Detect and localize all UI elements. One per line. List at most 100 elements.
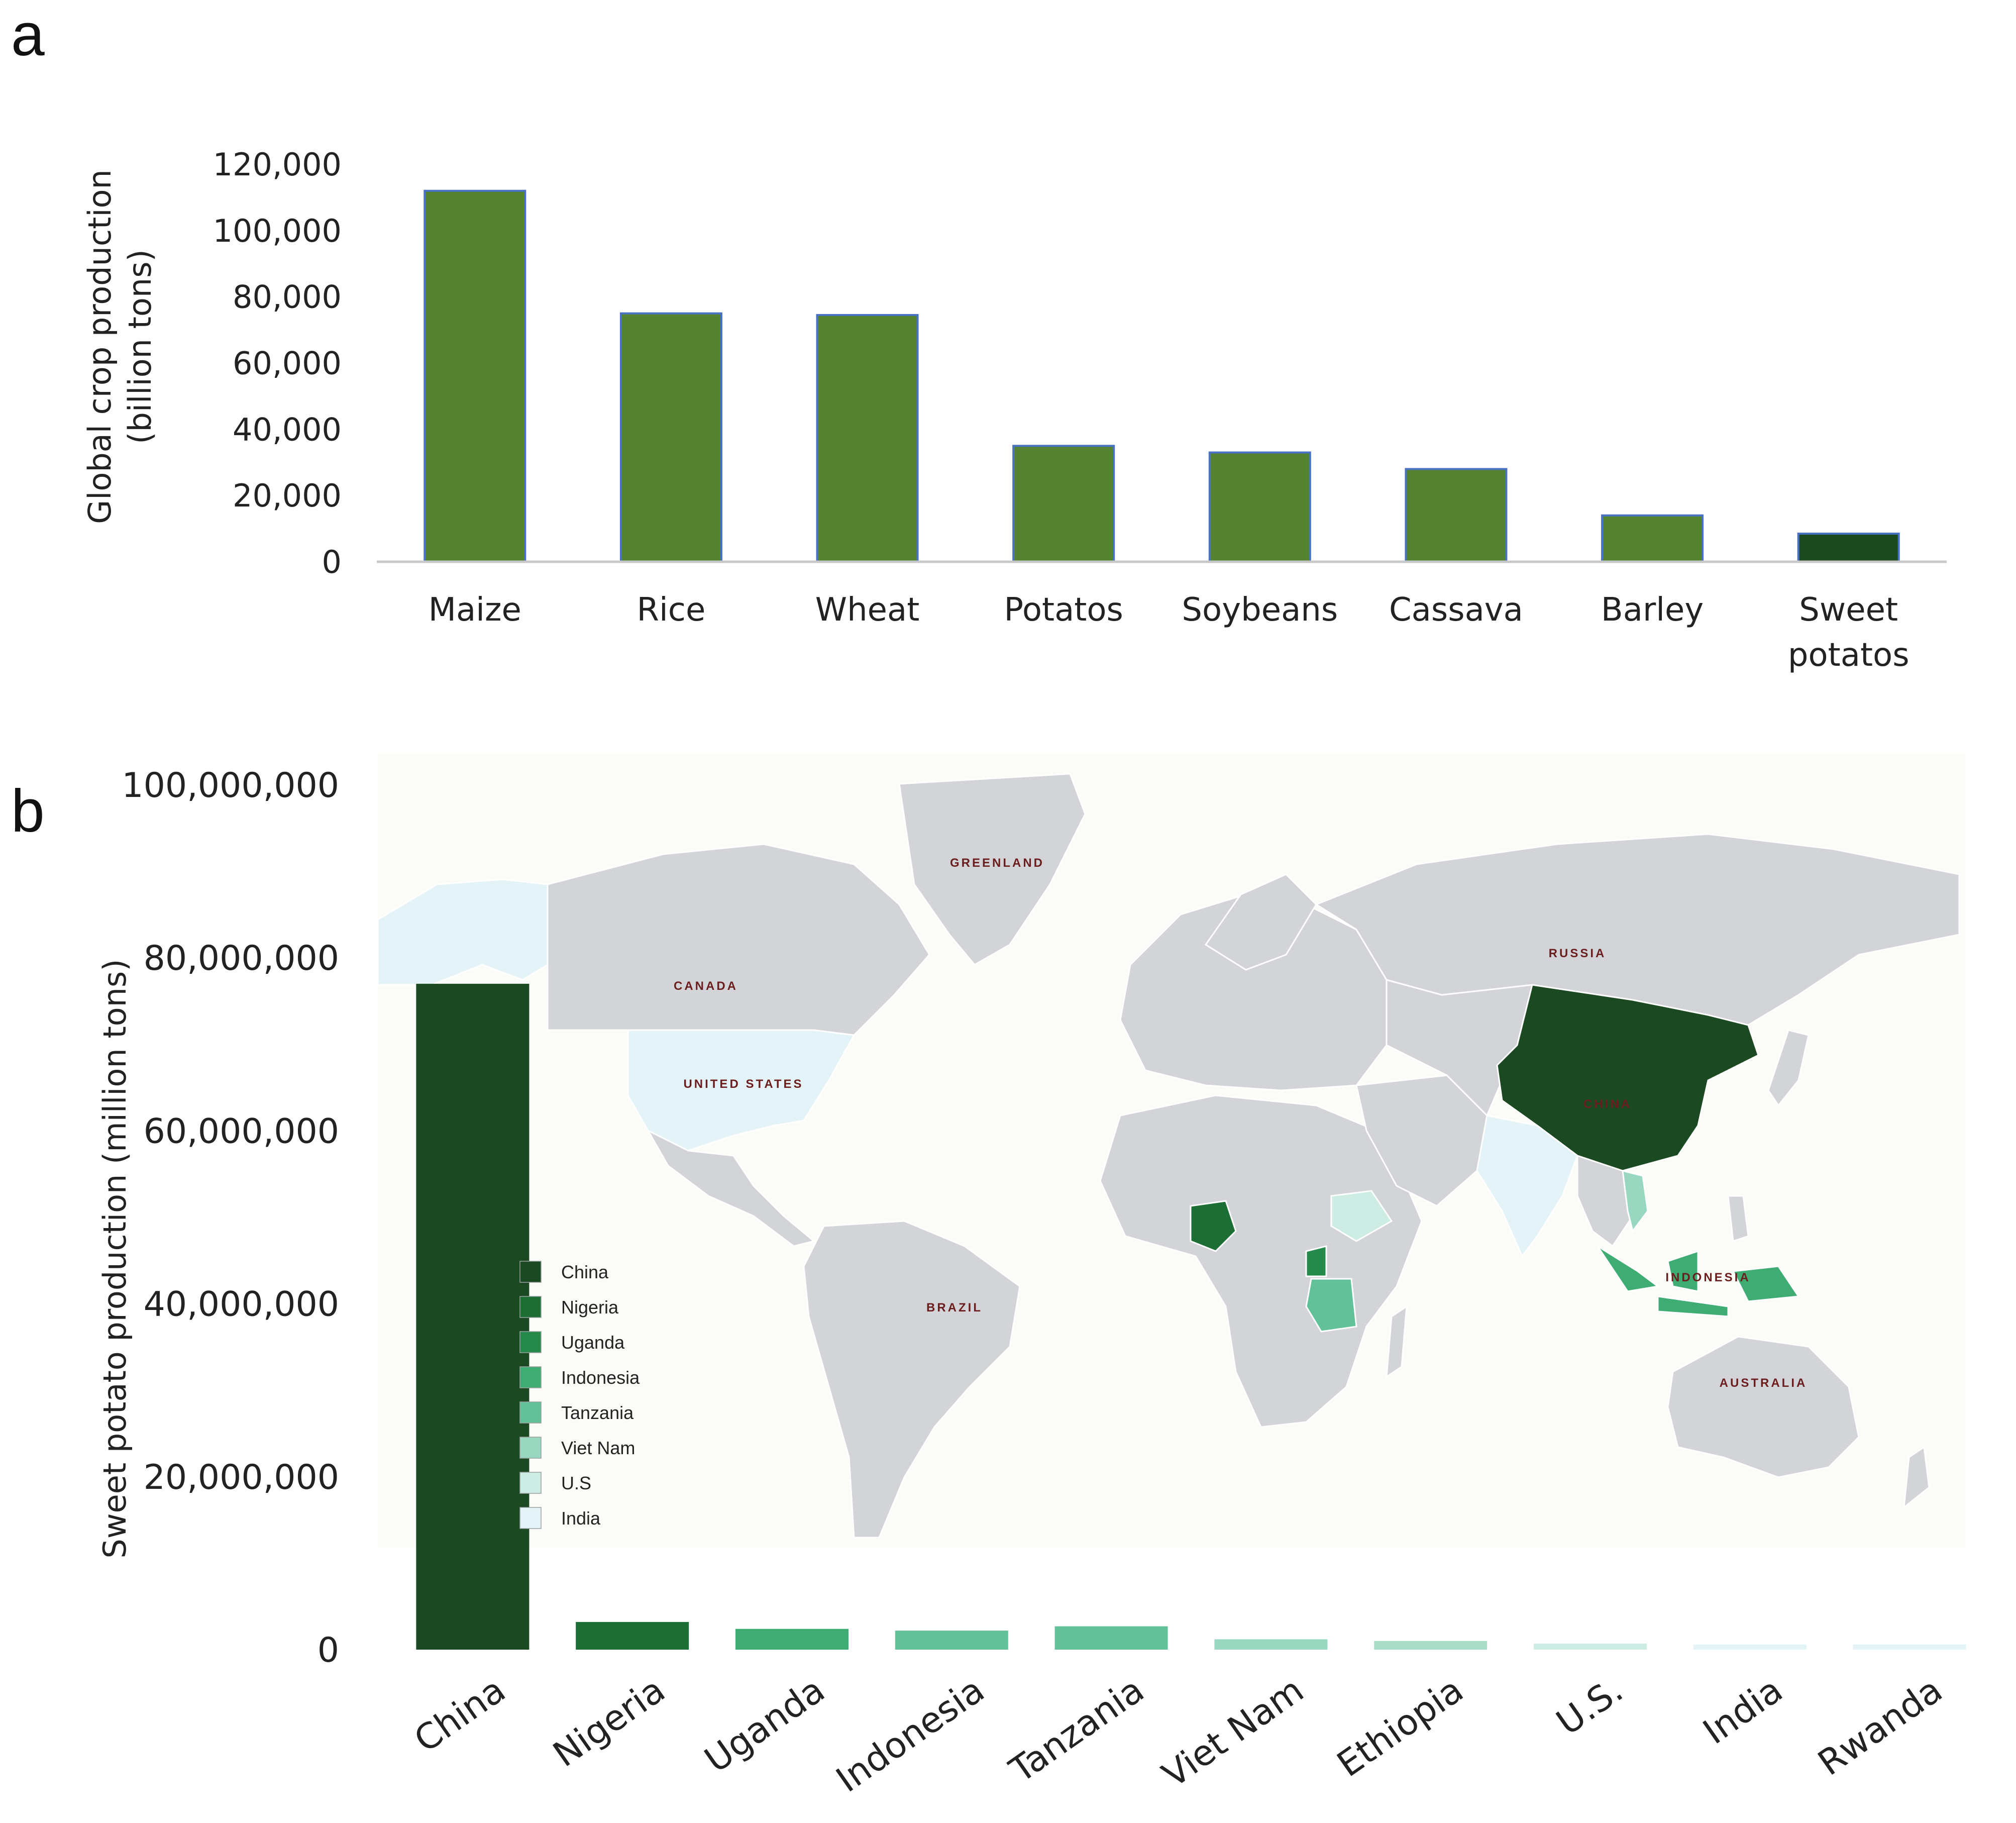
chart-a-category-label: Rice bbox=[637, 591, 706, 629]
legend-label-india: India bbox=[561, 1508, 601, 1529]
chart-a-bar-potatos bbox=[1012, 445, 1115, 563]
chart-b-y-tick-label: 80,000,000 bbox=[144, 939, 339, 978]
chart-a-bar-soybeans bbox=[1208, 451, 1311, 563]
chart-b-y-tick-label: 60,000,000 bbox=[144, 1111, 339, 1151]
map-china bbox=[1496, 984, 1759, 1172]
chart-a-category-label: Soybeans bbox=[1182, 591, 1338, 629]
chart-b-category-label: Rwanda bbox=[1811, 1669, 1950, 1784]
chart-a-bar-wheat bbox=[816, 314, 919, 563]
legend-label-u-s: U.S bbox=[561, 1473, 591, 1493]
chart-b-y-tick-label: 100,000,000 bbox=[122, 766, 339, 805]
chart-a-category-label: Barley bbox=[1601, 591, 1704, 629]
map-label-brazil: BRAZIL bbox=[926, 1301, 983, 1314]
legend-label-nigeria: Nigeria bbox=[561, 1297, 619, 1318]
panel-letter-a: a bbox=[11, 1, 45, 68]
chart-a-y-tick-label: 80,000 bbox=[233, 279, 342, 316]
legend-label-viet-nam: Viet Nam bbox=[561, 1438, 635, 1458]
chart-a-bar-sweet-potatos bbox=[1797, 532, 1900, 563]
chart-b-y-tick-label: 20,000,000 bbox=[144, 1458, 339, 1497]
chart-a-y-tick-label: 60,000 bbox=[233, 345, 342, 382]
world-map: GREENLAND CANADA UNITED STATES RUSSIA CH… bbox=[377, 754, 1965, 1548]
map-canada bbox=[547, 843, 930, 1036]
chart-b-category-label: Uganda bbox=[697, 1669, 832, 1781]
map-tanzania bbox=[1305, 1278, 1357, 1333]
chart-a-category-label: Wheat bbox=[815, 591, 920, 629]
map-label-china: CHINA bbox=[1583, 1097, 1632, 1111]
chart-a-y-tick-label: 40,000 bbox=[233, 411, 342, 448]
map-japan bbox=[1767, 1029, 1810, 1107]
legend-label-china: China bbox=[561, 1262, 609, 1282]
map-nigeria bbox=[1190, 1200, 1237, 1252]
map-mexico bbox=[646, 1129, 816, 1247]
chart-a-y-tick-label: 20,000 bbox=[233, 477, 342, 514]
legend-swatch-nigeria bbox=[519, 1296, 542, 1318]
map-ethiopia bbox=[1330, 1190, 1393, 1242]
chart-b-category-label: Ethiopia bbox=[1330, 1669, 1471, 1785]
chart-b-y-tick-label: 0 bbox=[317, 1631, 339, 1670]
chart-b-bars bbox=[416, 983, 1966, 1650]
chart-b-bar-uganda bbox=[735, 1629, 848, 1650]
legend-swatch-tanzania bbox=[519, 1401, 542, 1424]
chart-b-bar-rwanda bbox=[1853, 1644, 1966, 1650]
chart-a-bar-barley bbox=[1601, 514, 1704, 563]
legend-swatch-u-s bbox=[519, 1472, 542, 1494]
chart-a: 020,00040,00060,00080,000100,000120,000 … bbox=[81, 146, 1947, 674]
chart-a-bars bbox=[423, 189, 1900, 563]
map-greenland bbox=[898, 773, 1086, 966]
map-australia bbox=[1667, 1336, 1860, 1478]
chart-b-bar-tanzania bbox=[1054, 1626, 1168, 1650]
map-label-greenland: GREENLAND bbox=[950, 856, 1044, 870]
chart-b-category-label: U.S. bbox=[1549, 1669, 1630, 1744]
chart-b-category-label: Indonesia bbox=[829, 1669, 992, 1800]
legend-label-uganda: Uganda bbox=[561, 1332, 625, 1353]
chart-b-bar-viet-nam bbox=[1214, 1639, 1328, 1650]
legend-swatch-viet-nam bbox=[519, 1437, 542, 1459]
map-label-indonesia: INDONESIA bbox=[1665, 1271, 1750, 1284]
chart-a-y-axis-label: Global crop production (billion tons) bbox=[81, 169, 158, 524]
map-philippines bbox=[1727, 1195, 1749, 1243]
chart-a-bar-cassava bbox=[1405, 468, 1508, 563]
map-label-australia: AUSTRALIA bbox=[1720, 1376, 1808, 1390]
chart-b-bar-u-s bbox=[1534, 1643, 1647, 1650]
map-label-canada: CANADA bbox=[674, 979, 738, 993]
chart-b-y-ticks: 0 20,000,000 40,000,000 60,000,000 80,000,00… bbox=[122, 766, 339, 1670]
chart-a-categories: Maize Rice Wheat Potatos Soybeans Cassava Barl… bbox=[429, 591, 1909, 674]
chart-b-bar-indonesia bbox=[895, 1631, 1008, 1650]
chart-b-bar-nigeria bbox=[576, 1622, 689, 1650]
chart-b-category-label: Viet Nam bbox=[1155, 1669, 1311, 1796]
chart-b-category-label: India bbox=[1695, 1669, 1790, 1753]
chart-a-y-tick-label: 120,000 bbox=[213, 146, 342, 183]
chart-b-y-axis-label: Sweet potato production (million tons) bbox=[96, 959, 133, 1559]
chart-a-category-label: Cassava bbox=[1389, 591, 1523, 629]
panel-letter-b: b bbox=[11, 777, 45, 845]
chart-a-bar-maize bbox=[423, 189, 526, 563]
legend-swatch-uganda bbox=[519, 1331, 542, 1353]
map-south-america bbox=[803, 1220, 1021, 1539]
map-indonesia bbox=[1597, 1245, 1800, 1318]
chart-a-category-label: Potatos bbox=[1004, 591, 1123, 629]
map-madagascar bbox=[1386, 1305, 1408, 1378]
chart-a-bar-rice bbox=[619, 312, 722, 563]
chart-a-category-label: Maize bbox=[429, 591, 521, 629]
map-new-zealand bbox=[1903, 1446, 1930, 1509]
chart-b-bar-china bbox=[416, 983, 529, 1650]
chart-a-y-tick-label: 100,000 bbox=[213, 213, 342, 249]
chart-a-category-label: Sweet potatos bbox=[1788, 591, 1909, 674]
map-label-united-states: UNITED STATES bbox=[683, 1077, 803, 1091]
map-africa bbox=[1099, 1094, 1423, 1428]
chart-b-bar-india bbox=[1693, 1644, 1807, 1650]
chart-a-y-tick-label: 0 bbox=[322, 544, 342, 580]
legend-swatch-indonesia bbox=[519, 1366, 542, 1388]
map-legend: China Nigeria Uganda Indonesia Tanzania Viet … bbox=[519, 1261, 640, 1529]
legend-swatch-india bbox=[519, 1507, 542, 1529]
chart-a-y-ticks: 0 20,000 40,000 60,000 80,000 100,000 120,000 bbox=[213, 146, 342, 580]
map-alaska bbox=[377, 878, 549, 986]
map-india bbox=[1476, 1115, 1578, 1258]
map-label-russia: RUSSIA bbox=[1549, 947, 1607, 960]
legend-label-tanzania: Tanzania bbox=[561, 1402, 634, 1423]
legend-label-indonesia: Indonesia bbox=[561, 1367, 640, 1388]
chart-b-category-label: Tanzania bbox=[1002, 1669, 1151, 1791]
chart-b-category-label: Nigeria bbox=[546, 1669, 672, 1775]
